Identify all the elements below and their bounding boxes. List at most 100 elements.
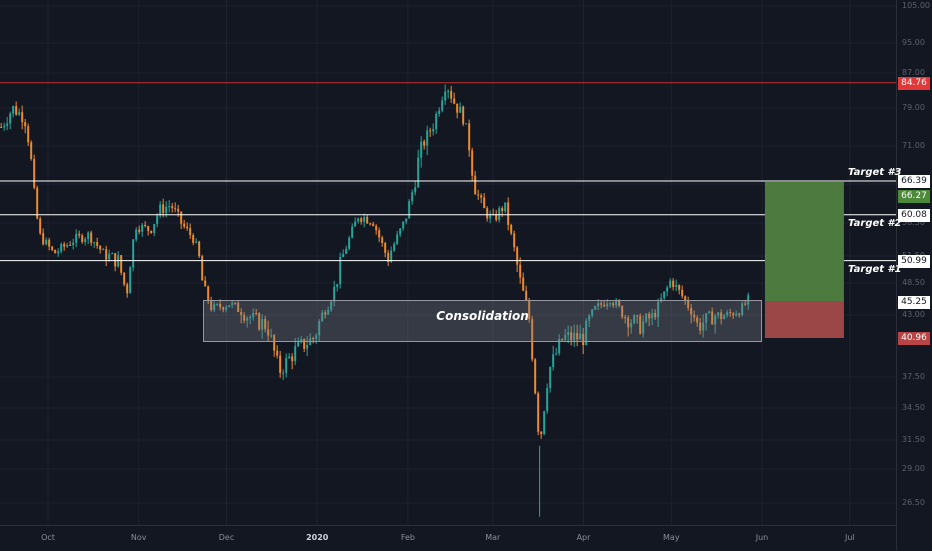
candle-body xyxy=(576,332,579,340)
candle-body xyxy=(513,233,516,248)
candle-body xyxy=(672,280,675,287)
candle-body xyxy=(537,393,540,432)
candle-body xyxy=(660,298,663,302)
candle-body xyxy=(0,127,3,128)
candle-body xyxy=(123,272,126,285)
price-tick-label: 48.50 xyxy=(902,278,925,287)
candle-body xyxy=(405,218,408,222)
candle-body xyxy=(456,103,459,113)
candle-body xyxy=(234,302,237,304)
candle-body xyxy=(54,249,57,254)
candle-body xyxy=(588,315,591,321)
candle-body xyxy=(69,244,72,246)
time-tick-label: Dec xyxy=(218,533,235,542)
time-tick-label: 2020 xyxy=(306,533,329,542)
consolidation-zone[interactable]: Consolidation xyxy=(203,300,762,343)
candle-body xyxy=(291,356,294,362)
candle-body xyxy=(114,253,117,267)
candle-body xyxy=(174,208,177,210)
candle-body xyxy=(504,202,507,212)
candle-body xyxy=(483,197,486,209)
candle-body xyxy=(486,208,489,219)
candle-body xyxy=(609,303,612,305)
candle-body xyxy=(243,314,246,321)
candle-body xyxy=(612,303,615,306)
consolidation-label: Consolidation xyxy=(436,309,529,324)
candle-body xyxy=(156,215,159,225)
price-tick-label: 58.50 xyxy=(902,218,925,227)
candle-body xyxy=(216,304,219,306)
candle-body xyxy=(522,277,525,291)
candle-body xyxy=(441,100,444,111)
candle-body xyxy=(603,304,606,307)
candle-body xyxy=(51,246,54,250)
target-label: Target #2 xyxy=(848,217,902,229)
candle-body xyxy=(546,387,549,412)
candle-body xyxy=(297,341,300,347)
candle-body xyxy=(195,241,198,243)
candle-body xyxy=(60,244,63,252)
candle-body xyxy=(579,333,582,340)
candle-body xyxy=(552,354,555,368)
candle-body xyxy=(525,290,528,301)
time-axis[interactable] xyxy=(0,525,896,551)
candle-body xyxy=(162,204,165,214)
candle-body xyxy=(630,322,633,328)
candle-body xyxy=(279,355,282,373)
candle-body xyxy=(414,187,417,193)
candle-body xyxy=(627,317,630,328)
time-tick-label: Jun xyxy=(755,533,769,542)
candle-body xyxy=(693,314,696,318)
candle-body xyxy=(645,313,648,322)
candle-body xyxy=(471,150,474,176)
candle-body xyxy=(723,315,726,320)
candle-body xyxy=(390,250,393,262)
candle-body xyxy=(276,350,279,356)
candle-body xyxy=(360,218,363,222)
candle-body xyxy=(540,431,543,435)
candle-body xyxy=(48,239,51,247)
candle-body xyxy=(24,122,27,127)
candle-body xyxy=(63,244,66,247)
candle-body xyxy=(201,256,204,281)
candle-body xyxy=(450,90,453,99)
candle-body xyxy=(183,223,186,227)
candle-body xyxy=(516,247,519,265)
candle-body xyxy=(39,218,42,234)
candle-body xyxy=(189,228,192,236)
candle-body xyxy=(375,225,378,231)
candle-body xyxy=(687,300,690,308)
candle-body xyxy=(501,208,504,212)
time-tick-label: Jul xyxy=(844,533,855,542)
price-tag: 66.27 xyxy=(898,190,930,204)
candle-body xyxy=(564,335,567,340)
candle-body xyxy=(357,218,360,222)
candle-body xyxy=(225,307,228,310)
candle-body xyxy=(144,224,147,227)
candle-body xyxy=(150,230,153,233)
candle-body xyxy=(738,313,741,315)
candle-body xyxy=(543,411,546,435)
candle-body xyxy=(255,312,258,314)
candle-body xyxy=(384,243,387,253)
price-axis[interactable] xyxy=(896,0,932,550)
candle-body xyxy=(129,267,132,294)
candle-body xyxy=(342,253,345,258)
chart-grid xyxy=(0,0,896,525)
price-tag: 84.76 xyxy=(898,76,930,90)
candle-body xyxy=(99,245,102,250)
candle-body xyxy=(555,353,558,355)
candle-body xyxy=(153,224,156,233)
candle-body xyxy=(240,311,243,315)
candle-body xyxy=(393,243,396,251)
horizontal-levels xyxy=(0,82,896,262)
candle-body xyxy=(18,112,21,115)
candle-body xyxy=(354,221,357,227)
candle-body xyxy=(93,242,96,244)
candle-body xyxy=(126,284,129,294)
candle-body xyxy=(642,321,645,334)
candle-body xyxy=(207,286,210,301)
price-tick-label: 34.50 xyxy=(902,403,925,412)
candle-body xyxy=(570,332,573,341)
